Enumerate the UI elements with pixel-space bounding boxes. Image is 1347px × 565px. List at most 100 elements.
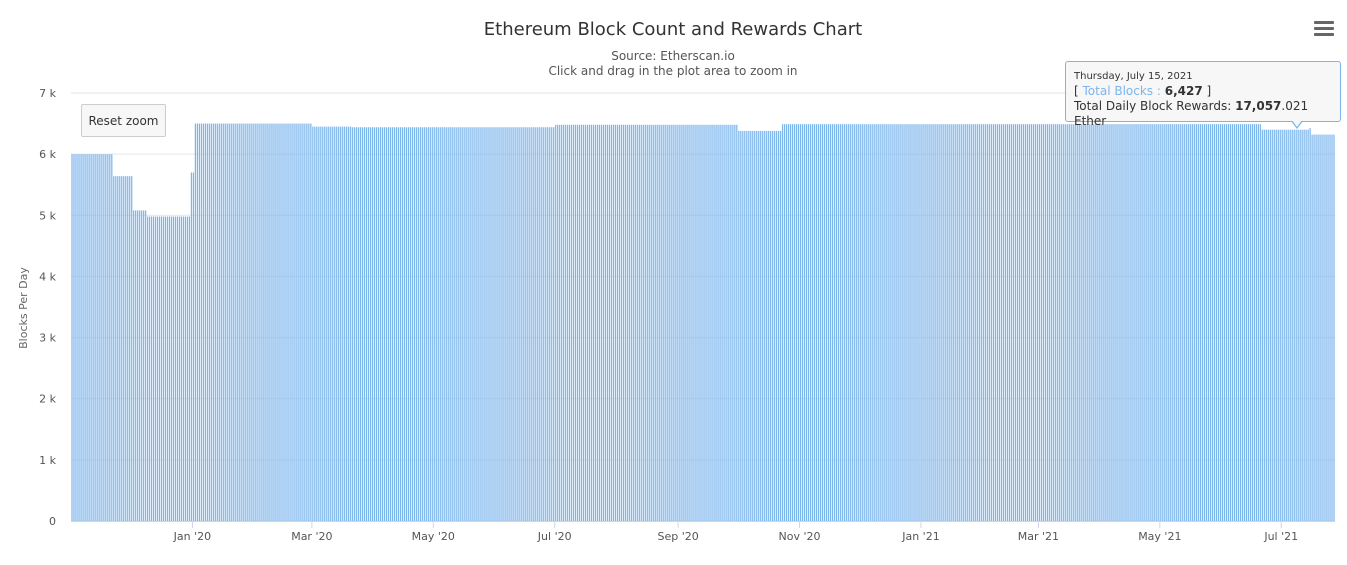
bar[interactable] bbox=[1094, 124, 1096, 522]
bar[interactable] bbox=[1114, 124, 1116, 522]
bar[interactable] bbox=[316, 126, 318, 521]
bar[interactable] bbox=[957, 124, 959, 522]
bar[interactable] bbox=[133, 210, 135, 521]
bar-series-total-blocks[interactable] bbox=[71, 123, 1335, 522]
bar[interactable] bbox=[541, 127, 543, 522]
bar[interactable] bbox=[350, 126, 352, 521]
bar[interactable] bbox=[1112, 124, 1114, 522]
bar[interactable] bbox=[965, 124, 967, 522]
bar[interactable] bbox=[941, 124, 943, 522]
bar[interactable] bbox=[338, 126, 340, 521]
bar[interactable] bbox=[662, 124, 664, 521]
bar[interactable] bbox=[859, 124, 861, 522]
bar[interactable] bbox=[73, 154, 75, 521]
bar[interactable] bbox=[1311, 134, 1313, 521]
bar[interactable] bbox=[875, 124, 877, 522]
bar[interactable] bbox=[600, 124, 603, 521]
bar[interactable] bbox=[967, 124, 969, 522]
bar[interactable] bbox=[821, 124, 824, 522]
bar[interactable] bbox=[791, 124, 794, 522]
bar[interactable] bbox=[1239, 124, 1242, 522]
bar[interactable] bbox=[1249, 124, 1252, 522]
bar[interactable] bbox=[344, 126, 346, 521]
bar[interactable] bbox=[987, 124, 989, 522]
bar[interactable] bbox=[135, 210, 137, 521]
bar[interactable] bbox=[429, 127, 431, 522]
bar[interactable] bbox=[670, 124, 672, 521]
bar[interactable] bbox=[535, 127, 537, 522]
bar[interactable] bbox=[793, 124, 796, 522]
bar[interactable] bbox=[431, 127, 433, 522]
bar[interactable] bbox=[686, 124, 688, 521]
bar[interactable] bbox=[614, 124, 617, 521]
bar[interactable] bbox=[79, 154, 81, 521]
bar[interactable] bbox=[708, 124, 710, 521]
bar[interactable] bbox=[373, 127, 376, 522]
bar[interactable] bbox=[358, 127, 360, 522]
bar[interactable] bbox=[493, 127, 495, 522]
bar[interactable] bbox=[989, 124, 991, 522]
bar[interactable] bbox=[328, 126, 330, 521]
bar[interactable] bbox=[123, 176, 125, 521]
bar[interactable] bbox=[246, 123, 248, 521]
bar[interactable] bbox=[103, 154, 105, 521]
bar[interactable] bbox=[1285, 129, 1287, 521]
bar[interactable] bbox=[232, 123, 234, 521]
bar[interactable] bbox=[1026, 124, 1029, 522]
bar[interactable] bbox=[340, 126, 342, 521]
bar[interactable] bbox=[738, 130, 740, 521]
bar[interactable] bbox=[461, 127, 463, 522]
bar[interactable] bbox=[489, 127, 491, 522]
bar[interactable] bbox=[650, 124, 652, 521]
bar[interactable] bbox=[509, 127, 511, 522]
bar[interactable] bbox=[981, 124, 983, 522]
bar[interactable] bbox=[1042, 124, 1044, 522]
bar[interactable] bbox=[567, 124, 569, 521]
bar[interactable] bbox=[1269, 129, 1271, 521]
bar[interactable] bbox=[105, 154, 107, 521]
bar[interactable] bbox=[1251, 124, 1254, 522]
bar[interactable] bbox=[608, 124, 611, 521]
bar[interactable] bbox=[89, 154, 91, 521]
bar[interactable] bbox=[1054, 124, 1056, 522]
bar[interactable] bbox=[927, 124, 929, 522]
bar[interactable] bbox=[829, 124, 832, 522]
bar[interactable] bbox=[895, 124, 897, 522]
bar[interactable] bbox=[782, 124, 784, 522]
bar[interactable] bbox=[210, 123, 212, 521]
bar[interactable] bbox=[204, 123, 206, 521]
bar[interactable] bbox=[332, 126, 334, 521]
bar[interactable] bbox=[381, 127, 384, 522]
bar[interactable] bbox=[953, 124, 955, 522]
bar[interactable] bbox=[290, 123, 292, 521]
bar[interactable] bbox=[385, 127, 388, 522]
bar[interactable] bbox=[218, 123, 220, 521]
bar[interactable] bbox=[772, 130, 774, 521]
bar[interactable] bbox=[302, 123, 304, 521]
bar[interactable] bbox=[1303, 129, 1305, 521]
bar[interactable] bbox=[1174, 124, 1176, 522]
bar[interactable] bbox=[1068, 124, 1070, 522]
bar[interactable] bbox=[1040, 124, 1043, 522]
bar[interactable] bbox=[1319, 134, 1321, 521]
bar[interactable] bbox=[1052, 124, 1054, 522]
bar[interactable] bbox=[270, 123, 272, 521]
bar[interactable] bbox=[636, 124, 638, 521]
bar[interactable] bbox=[869, 124, 871, 522]
bar[interactable] bbox=[726, 124, 728, 521]
bar[interactable] bbox=[230, 123, 232, 521]
bar[interactable] bbox=[310, 123, 312, 521]
bar[interactable] bbox=[742, 130, 744, 521]
bar[interactable] bbox=[588, 124, 591, 521]
bar[interactable] bbox=[672, 124, 674, 521]
bar[interactable] bbox=[1273, 129, 1275, 521]
bar[interactable] bbox=[180, 216, 183, 521]
bar[interactable] bbox=[578, 124, 581, 521]
bar[interactable] bbox=[993, 124, 995, 522]
bar[interactable] bbox=[656, 124, 658, 521]
bar[interactable] bbox=[127, 176, 129, 521]
bar[interactable] bbox=[445, 127, 447, 522]
bar[interactable] bbox=[527, 127, 529, 522]
bar[interactable] bbox=[899, 124, 901, 522]
bar[interactable] bbox=[457, 127, 459, 522]
